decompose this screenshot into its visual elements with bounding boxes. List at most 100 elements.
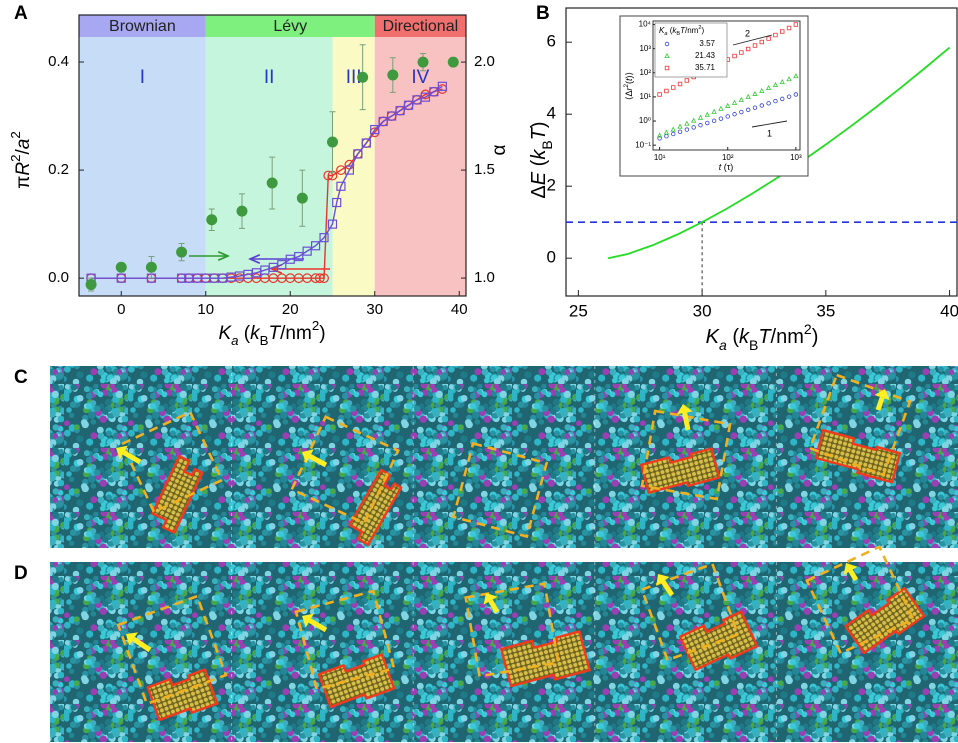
data-point [332, 197, 342, 208]
region-band [374, 37, 466, 296]
motion-arrow [660, 580, 675, 597]
data-point [310, 241, 321, 251]
data-point [752, 90, 758, 96]
data-point [765, 84, 772, 91]
motion-arrowhead [874, 389, 890, 401]
y-tick-label: 4 [547, 104, 556, 123]
data-point [314, 273, 325, 284]
data-point [793, 73, 799, 79]
data-point [236, 205, 248, 217]
data-point [671, 131, 676, 137]
motion-arrowhead [126, 632, 138, 646]
axis-label-part: k [250, 323, 261, 344]
phase-band [205, 15, 375, 37]
data-point [759, 87, 765, 93]
axis-label-part: a [231, 333, 238, 348]
x-tick-label: 10³ [790, 153, 802, 162]
region-label: II [264, 67, 275, 88]
y-tick-label: 0.0 [48, 269, 69, 286]
plot-frame [78, 14, 467, 297]
motion-arrowhead [116, 445, 128, 460]
motion-arrow [308, 454, 328, 468]
axis-label-part: /nm [771, 326, 804, 348]
axis-label-part: T [758, 326, 772, 348]
data-point [361, 138, 371, 148]
motion-arrowhead [302, 449, 314, 464]
data-point [745, 46, 751, 52]
tracking-box [120, 410, 224, 514]
axis-label-part: /nm [685, 26, 699, 35]
y2-tick-label: 1.5 [474, 161, 495, 178]
x-tick-label: 0 [117, 301, 125, 318]
motion-arrow [848, 569, 859, 582]
data-point [731, 99, 738, 105]
x-tick-label: 30 [693, 301, 712, 320]
y-tick-label: 10¹ [639, 92, 651, 101]
axis-label-part: B [676, 31, 680, 37]
data-point [718, 105, 724, 111]
data-point [403, 100, 414, 110]
data-point [718, 116, 724, 121]
data-point [176, 246, 188, 258]
data-point [323, 170, 334, 181]
data-point [766, 36, 771, 41]
x-tick-label: 10² [722, 153, 734, 162]
tracked-patch [348, 468, 403, 546]
data-point [766, 101, 771, 106]
axis-label-part: a [664, 31, 667, 37]
data-point [732, 112, 737, 117]
phase-band [79, 15, 206, 37]
data-point [786, 76, 792, 82]
legend-label: 21.43 [695, 51, 716, 60]
data-point [294, 251, 304, 262]
data-point [319, 273, 329, 284]
data-point [671, 85, 676, 90]
data-point [296, 192, 308, 204]
x-axis-label: t (τ) [719, 162, 734, 172]
data-point [711, 108, 717, 114]
axis-label-part: B [539, 140, 555, 149]
axis-label-part: t [719, 162, 722, 172]
data-point [786, 25, 792, 31]
data-point [447, 56, 459, 68]
y-tick-label: 10⁰ [639, 116, 651, 125]
tracking-box [808, 373, 912, 477]
legend-label: 3.57 [699, 39, 715, 48]
tracked-patch [844, 587, 926, 655]
data-point [684, 127, 690, 132]
data-point [319, 233, 329, 243]
x-axis-label: Ka (kBT/nm2) [706, 321, 819, 353]
data-point [711, 118, 717, 124]
data-point [793, 22, 799, 27]
x-tick-label: 10 [197, 301, 214, 318]
axis-label-part: (τ) [721, 162, 733, 172]
tracked-patch [317, 653, 396, 709]
data-point [277, 260, 287, 270]
tracked-patch [499, 630, 591, 688]
x-tick-label: 40 [940, 301, 958, 320]
axis-label-part: K [218, 323, 232, 344]
axis-label-part: ) [812, 326, 819, 348]
motion-arrow [132, 636, 152, 653]
data-point [780, 96, 785, 102]
axis-label-part: a [719, 337, 727, 353]
data-point [698, 123, 703, 128]
phase-label: Directional [383, 18, 459, 35]
data-point [684, 78, 690, 83]
motion-arrow [488, 599, 500, 614]
data-point [85, 279, 97, 291]
y-axis-label: ΔE (kBT) [528, 121, 554, 198]
y2-axis-label: α [489, 144, 510, 155]
tracked-patch [640, 447, 721, 494]
data-point [773, 98, 778, 104]
motion-arrow [682, 412, 691, 431]
data-point [344, 165, 354, 175]
tracking-box [464, 582, 560, 678]
motion-arrowhead [843, 563, 858, 575]
tracking-box [116, 594, 228, 706]
axis-label-part: B [749, 337, 758, 353]
x-tick-label: 25 [569, 301, 588, 320]
data-point [378, 116, 388, 127]
data-point [725, 102, 731, 108]
axis-label-part: E [528, 171, 550, 185]
